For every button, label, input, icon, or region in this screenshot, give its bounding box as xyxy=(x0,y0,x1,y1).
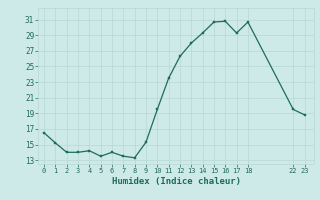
X-axis label: Humidex (Indice chaleur): Humidex (Indice chaleur) xyxy=(111,177,241,186)
